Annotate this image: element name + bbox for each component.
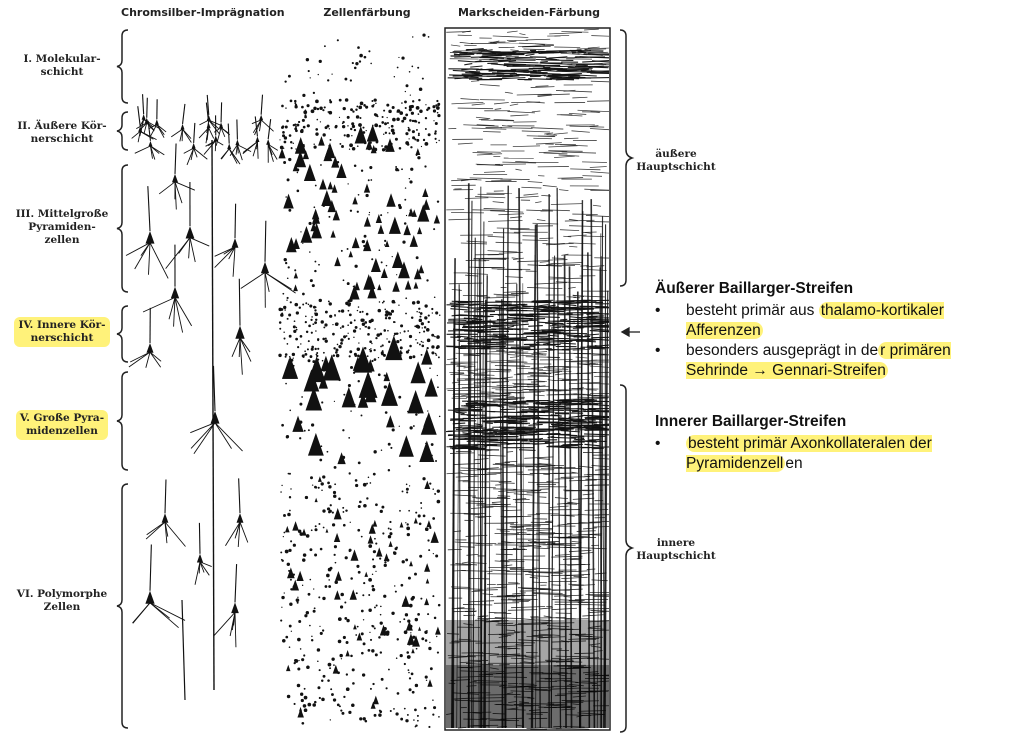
column-title-myelin: Markscheiden-Färbung xyxy=(457,6,601,19)
outer-main-layer-label: äußere Hauptschicht xyxy=(636,148,716,173)
layer-label-4: IV. Innere Kör-nerschicht xyxy=(6,317,118,347)
outer-baillarger-title: Äußerer Baillarger-Streifen xyxy=(655,280,854,297)
myelin-column-frame xyxy=(444,27,611,731)
column-title-silver: Chromsilber-Imprägnation xyxy=(121,6,285,19)
column-title-nissl: Zellenfärbung xyxy=(323,6,411,19)
inner-bullet-1: besteht primär Axonkollateralen der Pyra… xyxy=(655,434,1015,474)
inner-baillarger-title: Innerer Baillarger-Streifen xyxy=(655,413,847,430)
layer-label-2: II. Äußere Kör-nerschicht xyxy=(17,120,107,145)
layer-brackets xyxy=(116,29,129,729)
outer-bullet-2: besonders ausgeprägt in der primären Seh… xyxy=(655,341,1015,381)
layer-label-5: V. Große Pyra-midenzellen xyxy=(2,410,122,440)
main-layer-brackets xyxy=(619,29,635,733)
outer-bullet-1: besteht primär aus thalamo-kortikaler Af… xyxy=(655,301,1015,341)
outer-baillarger-notes: Äußerer Baillarger-Streifen besteht prim… xyxy=(655,279,1015,381)
layer-label-6: VI. Polymorphe Zellen xyxy=(16,588,108,613)
nissl-stain-panel xyxy=(278,33,441,728)
layer-label-3: III. Mittelgroße Pyramiden-zellen xyxy=(15,208,109,246)
baillarger-arrow-icon xyxy=(620,326,640,338)
golgi-stain-panel xyxy=(125,94,296,701)
inner-main-layer-label: innere Hauptschicht xyxy=(636,537,716,562)
layer-label-1: I. Molekular-schicht xyxy=(23,53,101,78)
inner-baillarger-notes: Innerer Baillarger-Streifen besteht prim… xyxy=(655,412,1015,474)
myelin-stain-panel xyxy=(445,28,610,731)
